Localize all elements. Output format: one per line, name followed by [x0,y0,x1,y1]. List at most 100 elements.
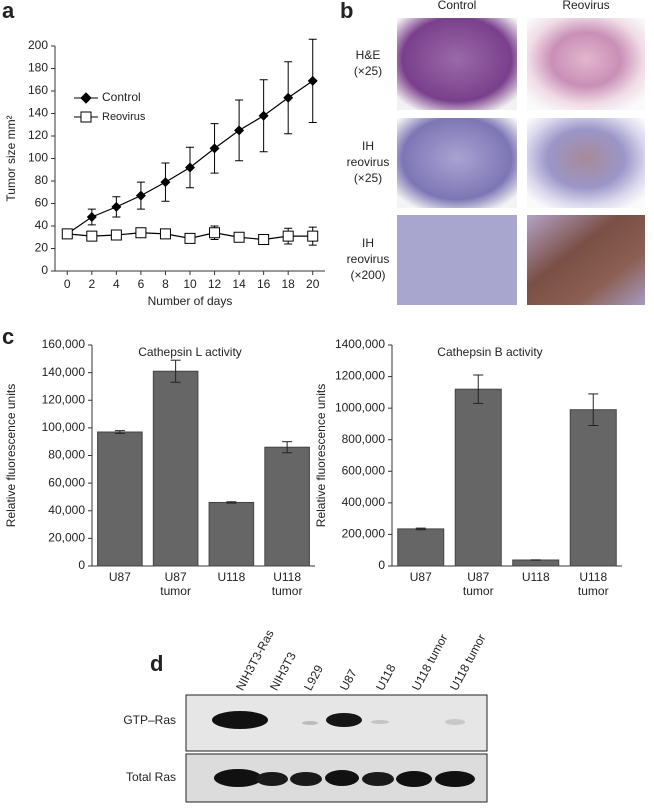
y-tick-label: 800,000 [342,432,386,446]
marker [160,177,171,188]
marker [209,227,221,239]
x-tick-label: 10 [183,277,197,291]
histology-image [397,215,517,305]
blot-band [290,772,322,786]
bar [264,446,310,567]
y-tick-label: 600,000 [342,463,386,477]
histology-image [397,18,517,110]
lane-label: U118 tumor [447,632,488,693]
x-tick-label: U87 tumor [463,570,494,598]
lane-label: L929 [301,662,326,692]
column-header: Control [438,0,477,12]
lane-label: U118 [373,661,399,692]
legend-marker [74,92,98,104]
y-tick-label: 1000,000 [335,400,385,414]
marker [258,110,269,121]
y-tick-label: 200,000 [342,527,386,541]
blot-band [302,721,318,725]
x-tick-label: 20 [306,277,320,291]
lane-label: U118 tumor [409,632,450,693]
y-axis-label: Relative fluorescence units [4,384,18,527]
lane-label: NIH3T3 [267,650,299,693]
x-tick-label: 6 [138,277,145,291]
y-tick-label: 20 [35,241,49,255]
marker [110,229,122,241]
y-tick-label: 160,000 [42,337,86,351]
marker [282,230,294,242]
marker [159,228,171,240]
y-tick-label: 40 [35,218,49,232]
y-tick-label: 120 [28,128,48,142]
histology-image [527,18,645,110]
y-tick-label: 100,000 [42,420,86,434]
legend-marker [80,111,92,123]
chart-title: Cathepsin B activity [437,345,542,359]
legend-label: Control [102,90,141,104]
blot-row-label: Total Ras [126,770,176,784]
marker [185,162,195,173]
marker [111,201,122,212]
bar [397,528,445,567]
x-tick-label: U87 [410,570,432,584]
marker [283,92,294,103]
y-tick-label: 140 [28,106,48,120]
legend-label: Reovirus [102,111,146,123]
x-tick-label: U118 tumor [578,570,609,598]
marker [135,190,146,201]
y-tick-label: 20,000 [48,531,85,545]
x-tick-label: 14 [232,277,246,291]
x-tick-label: U118 [217,570,245,584]
marker [86,230,98,242]
blot-band [445,719,465,725]
blot-band [326,713,362,727]
x-tick-label: U87 tumor [160,570,191,598]
marker [307,75,318,86]
row-label: (×25) [354,171,382,185]
marker [184,232,196,244]
row-label: reovirus [347,252,390,266]
row-label: H&E [356,48,381,62]
row-label: (×200) [350,268,385,282]
blot-row-label: GTP–Ras [123,713,176,727]
column-header: Reovirus [562,0,609,12]
y-tick-label: 120,000 [42,392,86,406]
row-label: IH [362,139,374,153]
row-label: (×25) [354,64,382,78]
y-tick-label: 80 [35,173,49,187]
bar [512,559,560,567]
marker [233,231,245,243]
panel-letter: a [2,0,15,23]
y-tick-label: 1400,000 [335,337,385,351]
y-tick-label: 0 [41,263,48,277]
blot-band [325,770,359,786]
row-label: reovirus [347,155,390,169]
x-tick-label: U87 [109,570,131,584]
y-tick-label: 140,000 [42,365,86,379]
y-tick-label: 180 [28,61,48,75]
x-tick-label: 12 [208,277,222,291]
y-tick-label: 40,000 [48,503,85,517]
x-tick-label: 0 [64,277,71,291]
x-tick-label: U118 tumor [272,570,303,598]
y-tick-label: 100 [28,151,48,165]
y-tick-label: 0 [78,558,85,572]
marker [209,143,220,154]
y-tick-label: 0 [378,558,385,572]
histology-image [527,118,645,208]
blot-band [214,769,262,787]
bar [454,388,502,567]
row-label: IH [362,236,374,250]
blot-band [435,771,475,787]
lane-label: U87 [337,667,360,693]
panel-letter: b [340,0,353,23]
marker [234,125,245,136]
blot-band [362,772,394,786]
y-tick-label: 80,000 [48,448,85,462]
x-tick-label: 18 [282,277,296,291]
marker [135,227,147,239]
marker [307,230,319,242]
x-tick-label: 4 [113,277,120,291]
x-axis-label: Number of days [148,294,233,308]
bar [569,409,617,567]
bar [97,431,143,567]
